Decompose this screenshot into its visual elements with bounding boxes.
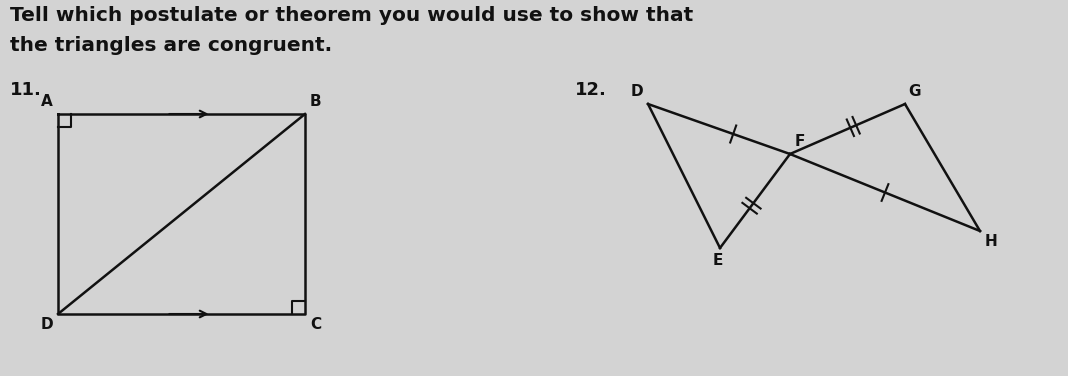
Text: the triangles are congruent.: the triangles are congruent. (10, 36, 332, 55)
Text: D: D (630, 84, 643, 99)
Text: Tell which postulate or theorem you would use to show that: Tell which postulate or theorem you woul… (10, 6, 693, 25)
Text: D: D (41, 317, 53, 332)
Text: F: F (795, 134, 805, 149)
Text: 12.: 12. (575, 81, 607, 99)
Text: C: C (310, 317, 321, 332)
Text: A: A (42, 94, 53, 109)
Text: E: E (712, 253, 723, 268)
Text: 11.: 11. (10, 81, 42, 99)
Text: B: B (310, 94, 321, 109)
Text: G: G (908, 84, 921, 99)
Text: H: H (985, 234, 998, 249)
